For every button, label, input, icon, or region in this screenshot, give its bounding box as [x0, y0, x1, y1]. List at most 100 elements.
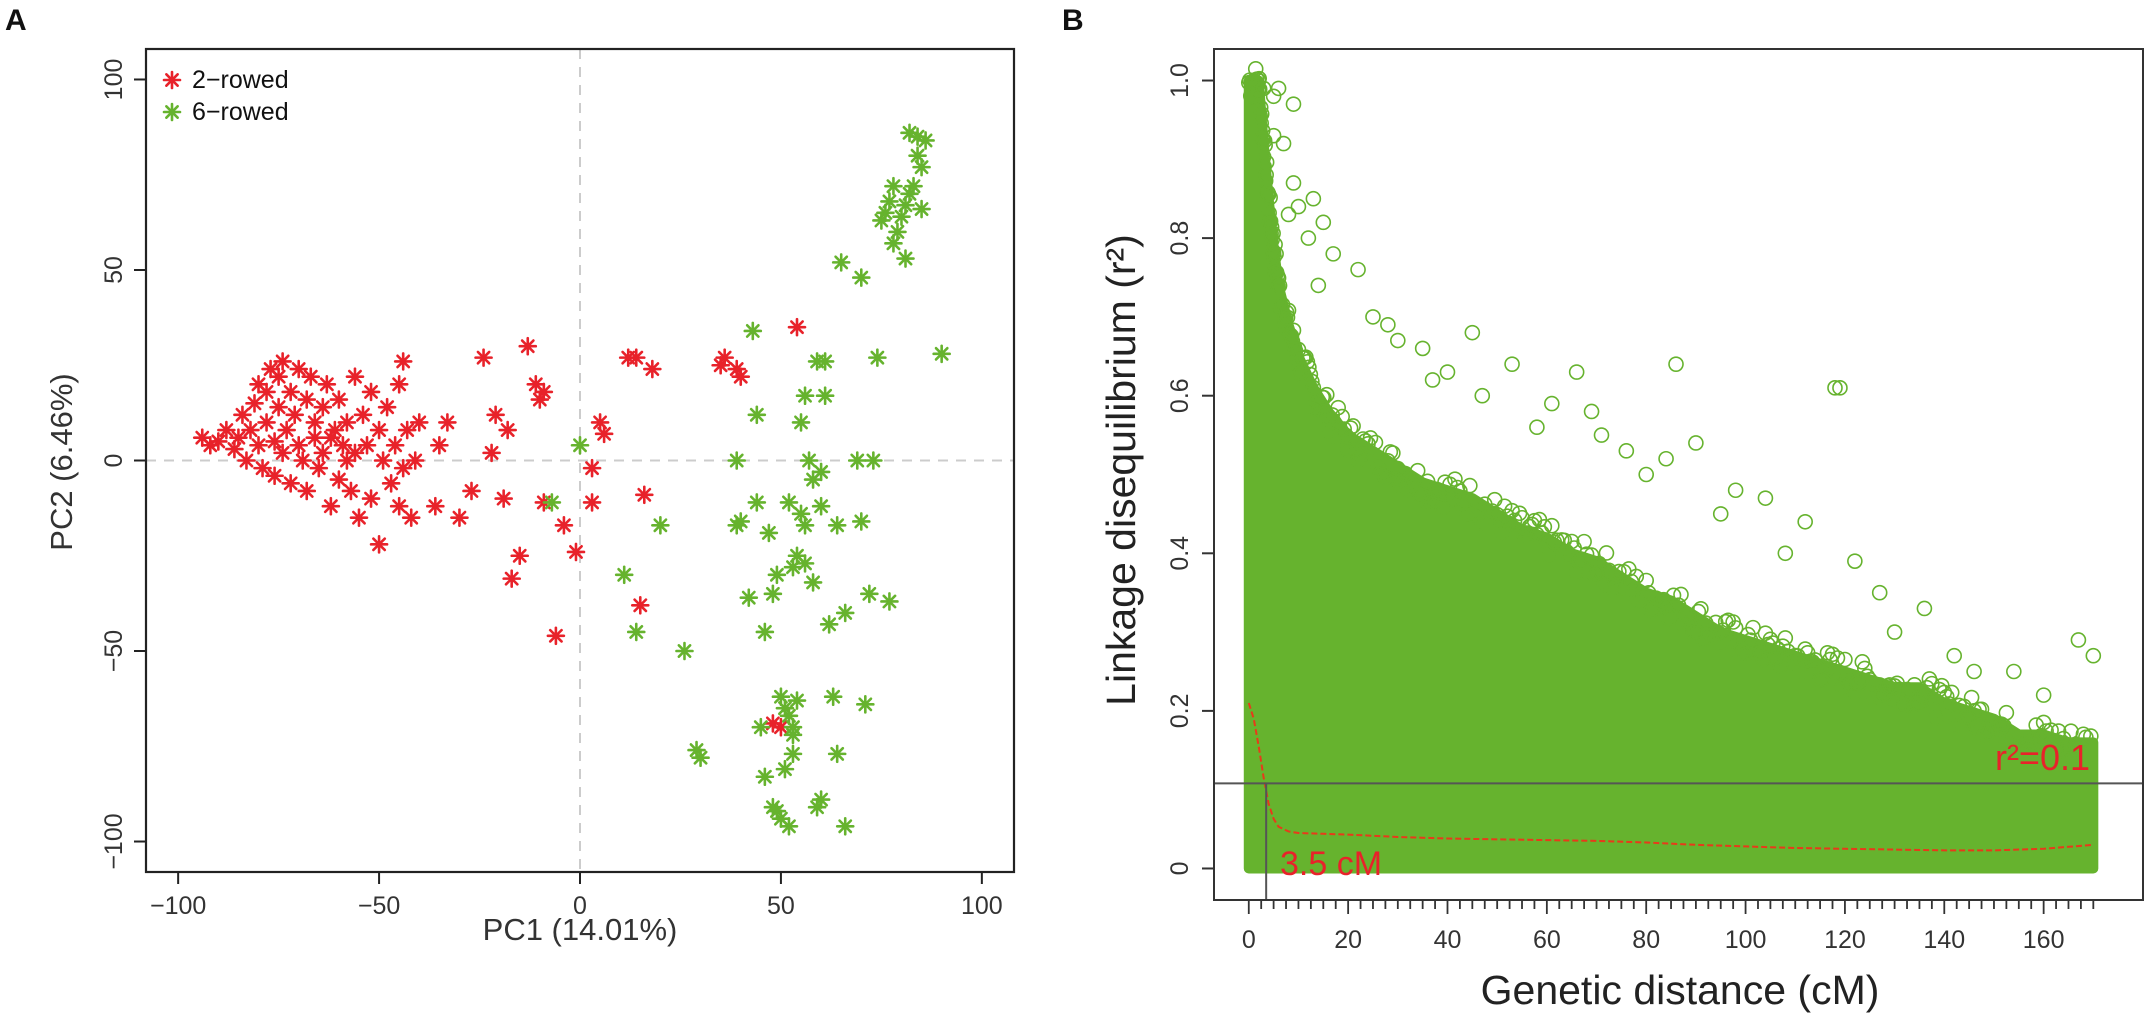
- ld-point: [1367, 434, 1384, 451]
- point-2-rowed: [634, 485, 654, 505]
- ld-point: [1914, 689, 1930, 706]
- ld-point: [1539, 533, 1555, 550]
- ld-point: [1491, 512, 1508, 528]
- ld-point: [1668, 356, 1684, 372]
- ld-point: [1457, 494, 1473, 511]
- ld-point: [1688, 435, 1704, 451]
- point-6-rowed: [675, 641, 694, 661]
- point-2-rowed: [430, 435, 449, 455]
- scatter-points: [192, 123, 951, 836]
- ld-point: [1336, 421, 1352, 437]
- point-2-rowed: [582, 458, 602, 478]
- ld-point: [1916, 686, 1933, 703]
- point-6-rowed: [763, 584, 783, 604]
- point-6-rowed: [755, 622, 775, 642]
- point-2-rowed: [317, 374, 337, 394]
- ld-point: [1638, 572, 1655, 589]
- ld-point: [1422, 493, 1438, 509]
- point-6-rowed: [795, 554, 815, 573]
- ld-point: [1253, 115, 1269, 132]
- ld-point: [1809, 660, 1826, 677]
- point-2-rowed: [494, 489, 513, 508]
- point-6-rowed: [823, 687, 843, 707]
- point-2-rowed: [313, 397, 333, 417]
- ld-point: [1318, 386, 1335, 403]
- point-2-rowed: [233, 405, 252, 425]
- ld-point: [1469, 506, 1486, 522]
- ld-point: [1380, 452, 1396, 469]
- ld-point: [1271, 277, 1288, 294]
- point-6-rowed: [868, 348, 887, 367]
- point-2-rowed: [313, 443, 333, 463]
- point-2-rowed: [731, 367, 751, 386]
- point-2-rowed: [397, 420, 417, 440]
- ld-point: [1474, 387, 1491, 404]
- ld-point: [1544, 517, 1560, 534]
- ld-point: [1345, 418, 1361, 434]
- ld-point: [1658, 450, 1674, 467]
- ld-point: [1279, 309, 1296, 326]
- ld-point: [1648, 590, 1664, 606]
- point-2-rowed: [265, 432, 284, 451]
- point-6-rowed: [896, 249, 915, 268]
- point-6-rowed: [743, 321, 763, 341]
- point-2-rowed: [229, 428, 248, 447]
- ld-point: [2035, 687, 2052, 703]
- point-2-rowed: [265, 466, 284, 486]
- ld-point: [1568, 564, 1585, 581]
- point-2-rowed: [518, 336, 538, 356]
- ld-point: [1735, 643, 1751, 660]
- ld-point: [1365, 309, 1381, 325]
- point-2-rowed: [582, 493, 602, 512]
- point-2-rowed: [277, 420, 296, 440]
- ld-point: [1464, 506, 1481, 523]
- ld-point: [1628, 568, 1645, 585]
- point-6-rowed: [803, 573, 823, 592]
- x-tick-label: 80: [1632, 926, 1660, 954]
- ld-point: [1983, 718, 2000, 734]
- ld-point: [1690, 603, 1707, 620]
- ld-point: [1998, 704, 2015, 721]
- point-2-rowed: [305, 428, 325, 447]
- ld-point: [1775, 638, 1791, 654]
- ld-point: [2080, 746, 2097, 763]
- ld-point: [1285, 322, 1302, 339]
- point-6-rowed: [880, 592, 899, 611]
- ld-point: [1253, 106, 1270, 122]
- ld-point: [1981, 724, 1997, 741]
- point-2-rowed: [474, 348, 493, 367]
- ld-point: [1409, 462, 1426, 479]
- ld-point: [1280, 206, 1297, 223]
- ld-point: [1563, 533, 1580, 550]
- reference-lines: [146, 49, 1014, 872]
- ld-point: [2085, 647, 2102, 664]
- ld-point: [1247, 61, 1264, 77]
- point-6-rowed: [827, 515, 847, 535]
- point-2-rowed: [209, 432, 228, 451]
- ld-point: [1270, 278, 1286, 295]
- ld-point: [1350, 452, 1366, 468]
- ld-point: [1449, 479, 1466, 496]
- point-2-rowed: [321, 496, 341, 516]
- point-2-rowed: [594, 424, 614, 444]
- ld-point: [1499, 508, 1515, 525]
- legend: 2−rowed 6−rowed: [162, 66, 289, 126]
- point-2-rowed: [269, 397, 288, 417]
- point-2-rowed: [285, 405, 304, 425]
- ld-point: [2063, 723, 2079, 740]
- point-2-rowed: [329, 470, 349, 489]
- ld-point: [1576, 533, 1592, 550]
- ld-point: [1655, 591, 1672, 608]
- ld-point: [1598, 545, 1615, 561]
- ld-point: [1365, 454, 1381, 471]
- x-tick-label: −50: [358, 892, 400, 920]
- ld-point: [1665, 587, 1682, 604]
- point-2-rowed: [345, 443, 365, 463]
- ld-point: [1434, 500, 1451, 516]
- x-axis-title: Genetic distance (cM): [1481, 967, 1880, 1013]
- point-6-rowed: [811, 496, 831, 516]
- point-2-rowed: [426, 496, 445, 516]
- ld-point: [1762, 631, 1779, 648]
- point-6-rowed: [783, 725, 803, 745]
